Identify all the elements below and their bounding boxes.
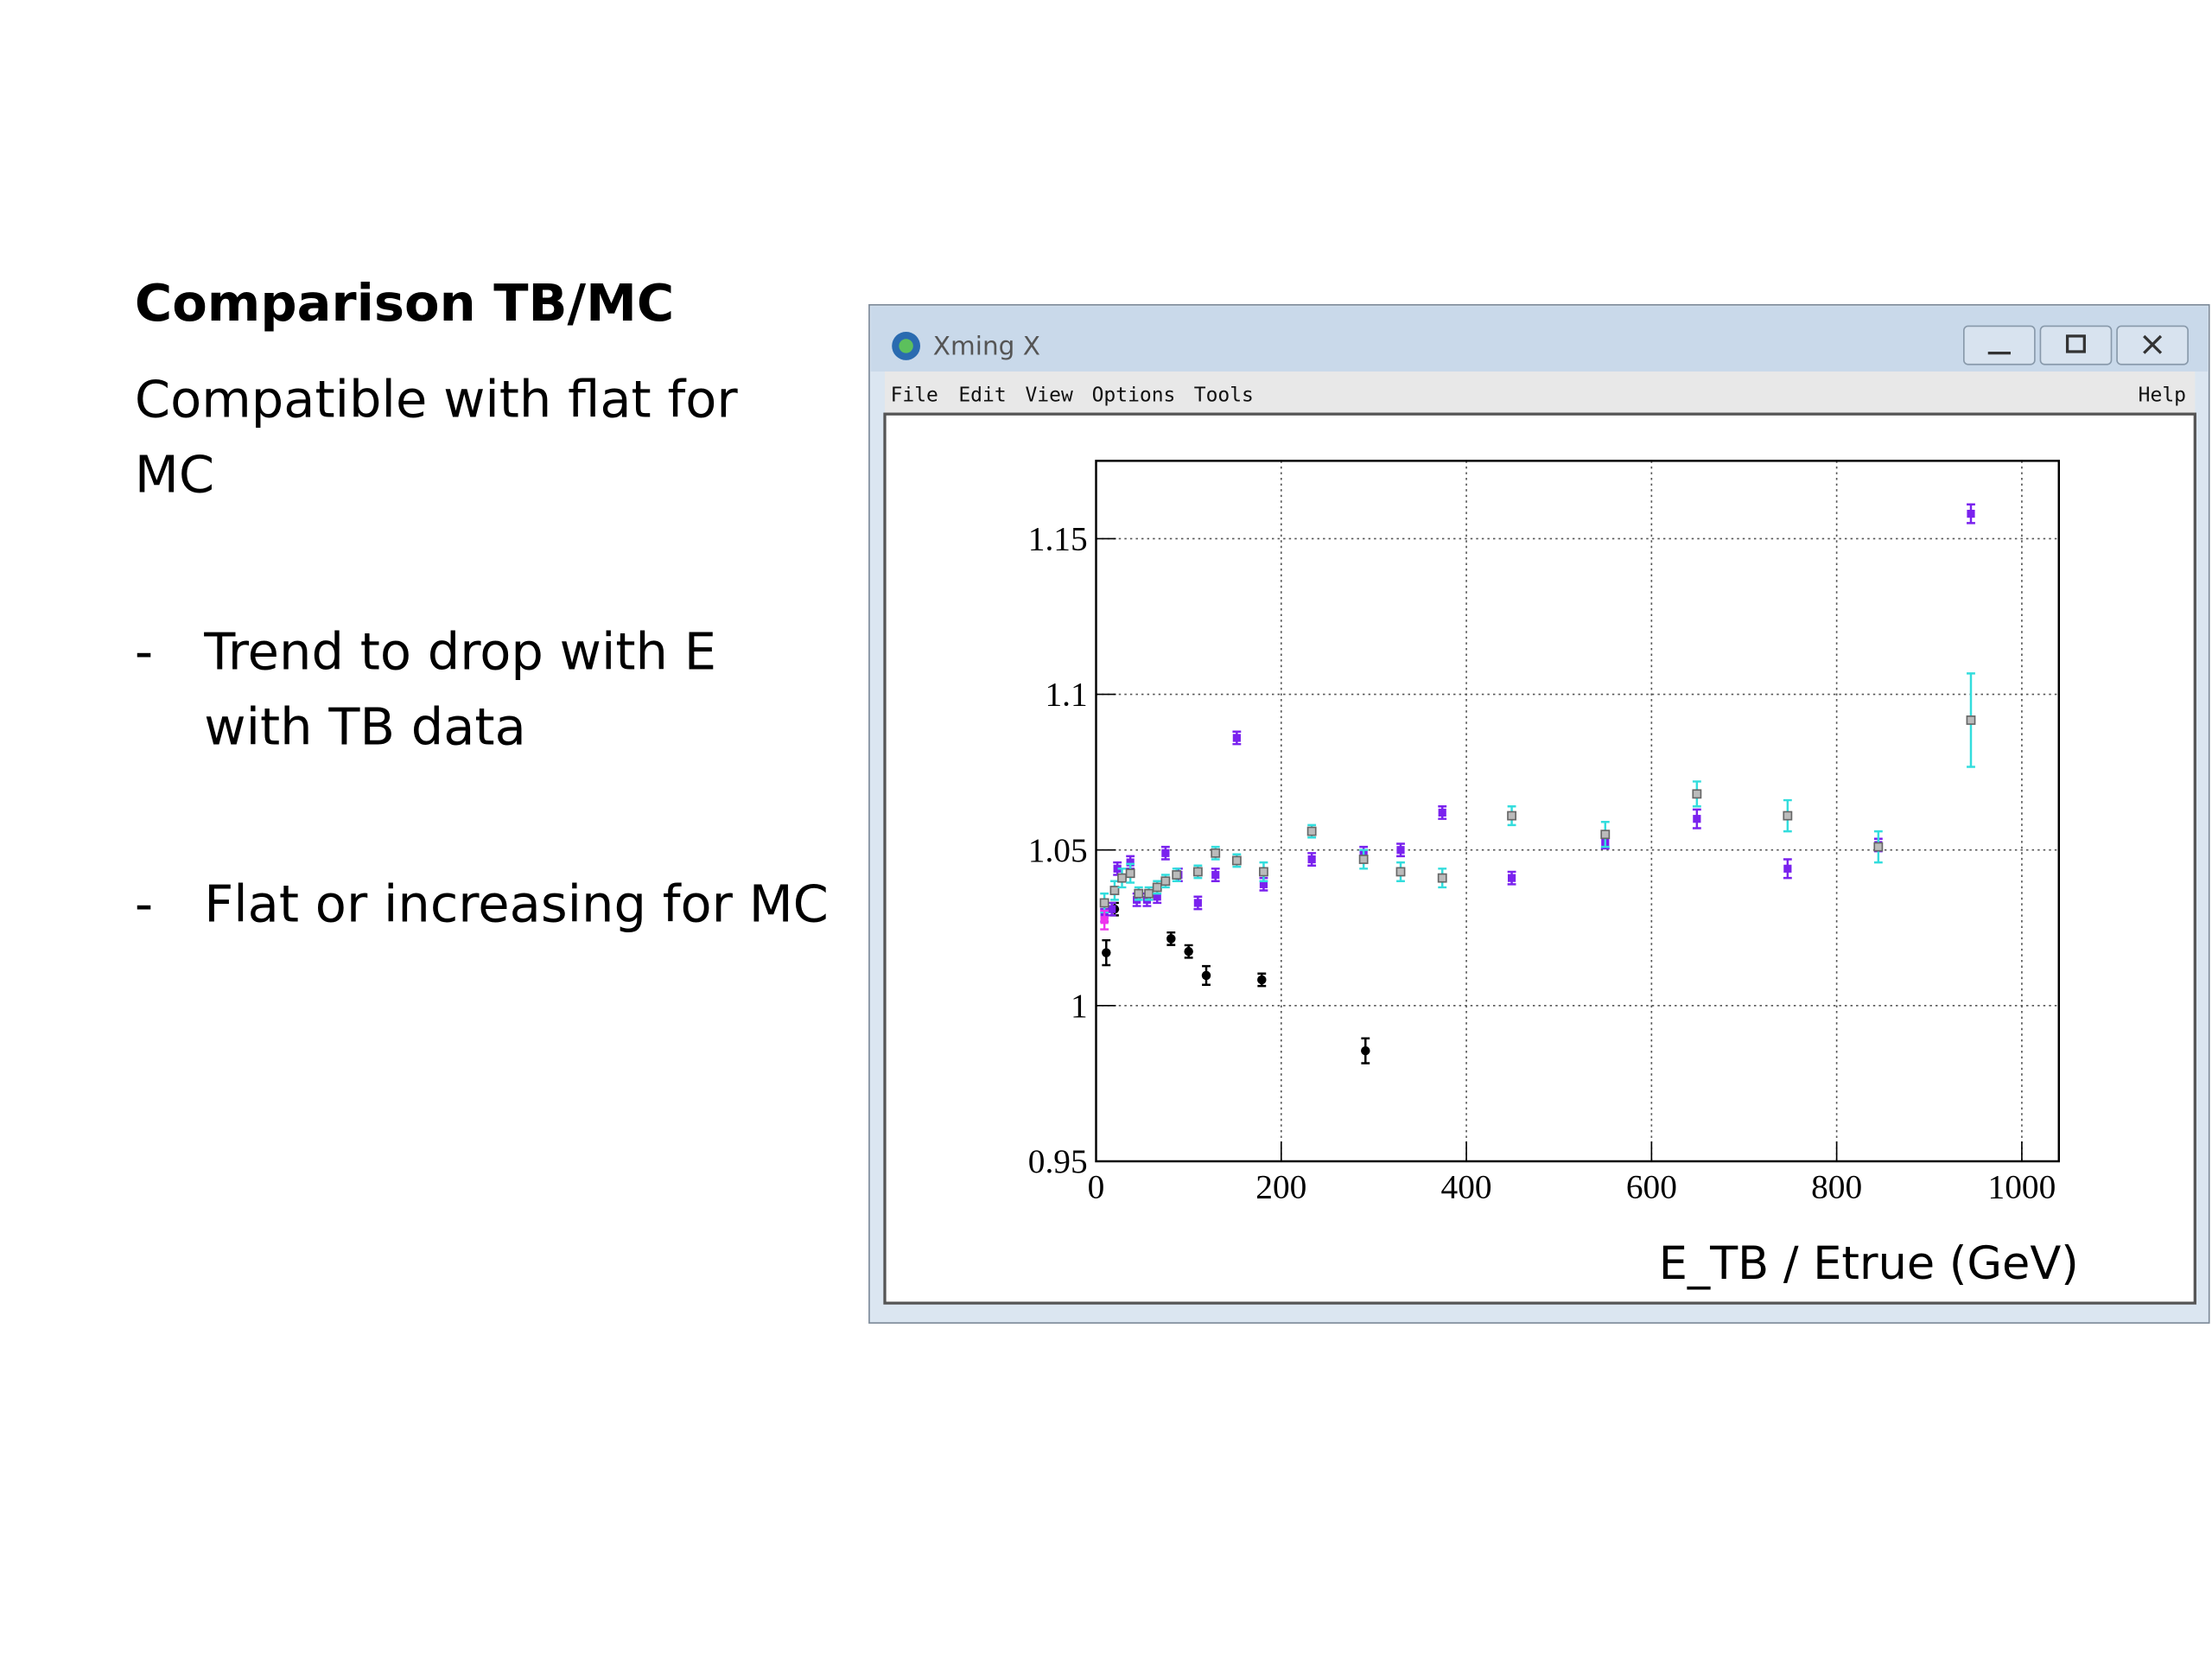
- menu-bar: [885, 371, 2196, 415]
- data-point: [1144, 888, 1154, 899]
- data-point: [1306, 826, 1317, 836]
- data-point: [1117, 873, 1127, 883]
- data-point: [1967, 509, 1975, 518]
- y-tick-label: 1: [1071, 987, 1088, 1025]
- bullet-line: Flat or increasing for MC: [204, 874, 829, 934]
- menu-item[interactable]: Tools: [1194, 384, 1254, 406]
- data-point: [1109, 886, 1120, 895]
- minimize-button[interactable]: [1963, 325, 2036, 365]
- data-point: [1192, 867, 1203, 877]
- maximize-button[interactable]: [2039, 325, 2113, 365]
- data-point: [1437, 873, 1447, 883]
- data-point: [1099, 898, 1109, 908]
- data-point: [1361, 1046, 1370, 1056]
- menu-item[interactable]: Help: [2139, 384, 2186, 406]
- app-icon-inner: [899, 339, 913, 353]
- bullet-line: with TB data: [204, 697, 526, 757]
- data-point: [1966, 715, 1976, 725]
- data-point: [1102, 948, 1111, 957]
- x-tick-label: 0: [1088, 1168, 1105, 1206]
- bullet-marker: -: [135, 874, 153, 934]
- data-point: [1160, 876, 1171, 887]
- bullet-line: Trend to drop with E: [203, 622, 716, 682]
- data-point: [1783, 864, 1792, 873]
- maximize-glyph: [2065, 334, 2086, 353]
- data-point: [1152, 882, 1162, 893]
- data-point: [1100, 916, 1109, 925]
- data-point: [1507, 874, 1516, 882]
- x-tick-label: 400: [1441, 1168, 1492, 1206]
- x-axis-label: E_TB / Etrue (GeV): [1659, 1237, 2079, 1290]
- data-point: [1108, 905, 1116, 913]
- x-tick-label: 600: [1626, 1168, 1677, 1206]
- y-tick-label: 0.95: [1028, 1142, 1088, 1180]
- window-title: Xming X: [933, 331, 1040, 360]
- data-point: [1693, 815, 1701, 823]
- data-point: [1600, 830, 1611, 840]
- data-point: [1395, 867, 1406, 877]
- menu-item[interactable]: Options: [1092, 384, 1176, 406]
- y-tick-label: 1.05: [1028, 831, 1088, 869]
- y-tick-label: 1.15: [1028, 520, 1088, 558]
- close-glyph: [2143, 334, 2163, 354]
- data-point: [1153, 893, 1161, 901]
- data-point: [1257, 975, 1267, 985]
- data-point: [1184, 946, 1193, 957]
- data-point: [1161, 849, 1170, 857]
- y-tick-label: 1.1: [1045, 676, 1087, 714]
- data-point: [1193, 899, 1202, 907]
- menu-item[interactable]: Edit: [958, 384, 1006, 406]
- x-tick-label: 200: [1255, 1168, 1306, 1206]
- menu-item[interactable]: View: [1025, 384, 1072, 406]
- bullet-marker: -: [135, 622, 153, 682]
- data-point: [1259, 867, 1268, 877]
- data-point: [1396, 846, 1405, 855]
- data-point: [1166, 934, 1176, 944]
- data-point: [1172, 870, 1182, 880]
- data-point: [1692, 789, 1702, 799]
- intro-line: MC: [135, 444, 214, 504]
- x-tick-label: 800: [1811, 1168, 1862, 1206]
- data-point: [1873, 842, 1884, 852]
- plot-frame: [1095, 460, 2060, 1163]
- data-point: [1232, 734, 1241, 742]
- data-point: [1507, 810, 1516, 821]
- data-point: [1126, 858, 1135, 867]
- data-point: [1211, 870, 1220, 880]
- data-point: [1783, 810, 1793, 821]
- data-point: [1134, 888, 1144, 899]
- data-point: [1259, 880, 1268, 888]
- data-point: [1438, 808, 1446, 817]
- data-point: [1307, 855, 1316, 864]
- data-point: [1125, 868, 1135, 879]
- data-point: [1358, 855, 1369, 864]
- menu-item[interactable]: File: [891, 384, 938, 406]
- x-tick-label: 1000: [1988, 1168, 2056, 1206]
- data-point: [1211, 848, 1221, 858]
- data-point: [1113, 864, 1122, 873]
- canvas: [883, 412, 2196, 1305]
- intro-line: Compatible with flat for: [135, 369, 739, 429]
- data-point: [1231, 855, 1242, 866]
- data-point: [1201, 970, 1211, 981]
- slide-title: Comparison TB/MC: [135, 273, 674, 333]
